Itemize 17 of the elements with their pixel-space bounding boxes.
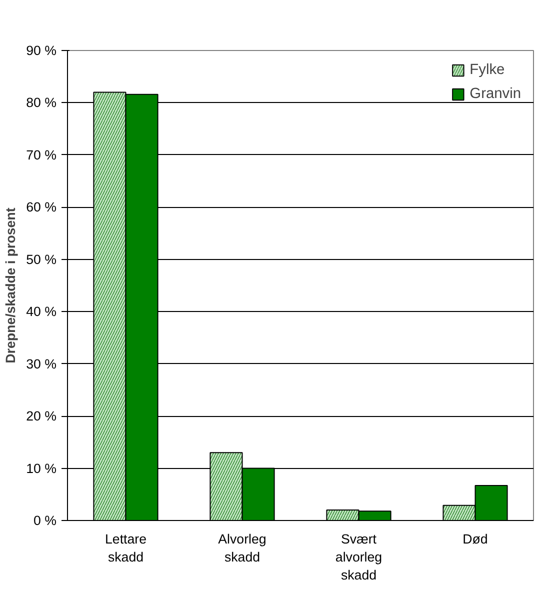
legend-label: Fylke <box>470 62 505 78</box>
y-tick-label: 40 % <box>26 304 57 320</box>
x-tick-label: Død <box>462 532 488 546</box>
x-tick-label: Svært alvorleg skadd <box>335 532 382 582</box>
legend-label: Granvin <box>470 86 521 102</box>
y-tick-label: 0 % <box>34 513 57 528</box>
y-tick-label: 10 % <box>26 460 57 476</box>
y-tick-label: 70 % <box>26 147 57 162</box>
x-tick-label: Alvorleg skadd <box>218 532 266 564</box>
y-axis-title: Drepne/skadde i prosent <box>3 207 18 364</box>
y-tick-label: 60 % <box>26 200 57 215</box>
y-tick-label: 20 % <box>26 408 57 424</box>
x-tick-label: Lettare skadd <box>105 532 147 564</box>
y-tick-label: 30 % <box>26 356 57 372</box>
y-tick-label: 80 % <box>26 95 57 110</box>
y-tick-label: 90 % <box>26 43 57 58</box>
y-tick-label: 50 % <box>26 252 57 267</box>
